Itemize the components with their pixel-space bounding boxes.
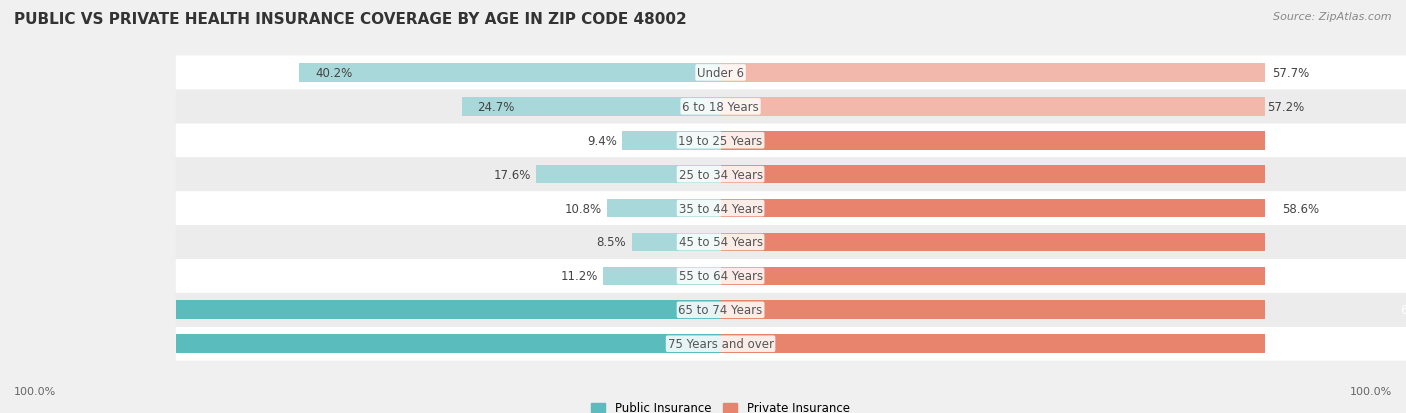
Text: 24.7%: 24.7%: [478, 101, 515, 114]
Bar: [299, 64, 721, 83]
Bar: [721, 267, 1406, 285]
Text: 35 to 44 Years: 35 to 44 Years: [679, 202, 762, 215]
Bar: [721, 301, 1406, 319]
Text: 100.0%: 100.0%: [1350, 387, 1392, 396]
Text: 100.0%: 100.0%: [14, 387, 56, 396]
Bar: [461, 98, 721, 116]
Text: 25 to 34 Years: 25 to 34 Years: [679, 168, 762, 181]
Bar: [721, 98, 1320, 116]
Bar: [721, 132, 1406, 150]
Text: 9.4%: 9.4%: [586, 134, 617, 147]
Bar: [607, 199, 721, 218]
Bar: [536, 166, 721, 184]
Text: 8.5%: 8.5%: [596, 236, 626, 249]
FancyBboxPatch shape: [176, 158, 1406, 192]
Bar: [721, 335, 1406, 353]
FancyBboxPatch shape: [176, 293, 1406, 327]
Text: PUBLIC VS PRIVATE HEALTH INSURANCE COVERAGE BY AGE IN ZIP CODE 48002: PUBLIC VS PRIVATE HEALTH INSURANCE COVER…: [14, 12, 686, 27]
Text: 40.2%: 40.2%: [315, 67, 353, 80]
Text: 57.7%: 57.7%: [1272, 67, 1309, 80]
Legend: Public Insurance, Private Insurance: Public Insurance, Private Insurance: [586, 396, 855, 413]
Bar: [603, 267, 721, 285]
Text: 6 to 18 Years: 6 to 18 Years: [682, 101, 759, 114]
Text: 10.8%: 10.8%: [565, 202, 602, 215]
Text: Source: ZipAtlas.com: Source: ZipAtlas.com: [1274, 12, 1392, 22]
Bar: [721, 64, 1324, 83]
Text: 58.6%: 58.6%: [1282, 202, 1319, 215]
FancyBboxPatch shape: [176, 90, 1406, 124]
Bar: [621, 132, 721, 150]
Text: 55 to 64 Years: 55 to 64 Years: [679, 270, 762, 283]
FancyBboxPatch shape: [176, 56, 1406, 90]
FancyBboxPatch shape: [176, 327, 1406, 361]
Text: Under 6: Under 6: [697, 67, 744, 80]
FancyBboxPatch shape: [176, 124, 1406, 158]
Bar: [721, 166, 1406, 184]
Bar: [0, 301, 721, 319]
FancyBboxPatch shape: [176, 259, 1406, 293]
Text: 45 to 54 Years: 45 to 54 Years: [679, 236, 762, 249]
FancyBboxPatch shape: [176, 192, 1406, 225]
Text: 65 to 74 Years: 65 to 74 Years: [679, 304, 762, 316]
Bar: [631, 233, 721, 252]
Text: 11.2%: 11.2%: [561, 270, 598, 283]
Bar: [721, 233, 1406, 252]
Text: 57.2%: 57.2%: [1267, 101, 1305, 114]
Bar: [0, 335, 721, 353]
FancyBboxPatch shape: [176, 225, 1406, 259]
Text: 75 Years and over: 75 Years and over: [668, 337, 773, 350]
Text: 69.9%: 69.9%: [1400, 304, 1406, 316]
Bar: [721, 199, 1334, 218]
Text: 19 to 25 Years: 19 to 25 Years: [679, 134, 762, 147]
Text: 17.6%: 17.6%: [494, 168, 531, 181]
